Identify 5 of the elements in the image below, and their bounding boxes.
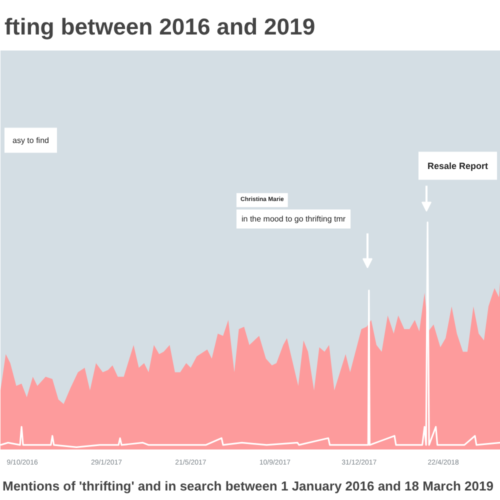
annotation: in the mood to go thrifting tmr bbox=[242, 214, 346, 224]
text: asy to find bbox=[12, 136, 49, 145]
text: Mentions of 'thrifting' and in search between 1 January 2016 and 18 March 2019 bbox=[2, 478, 494, 494]
text: Resale Report bbox=[428, 160, 488, 171]
chart-title: fting between 2016 and 2019 bbox=[4, 14, 316, 40]
